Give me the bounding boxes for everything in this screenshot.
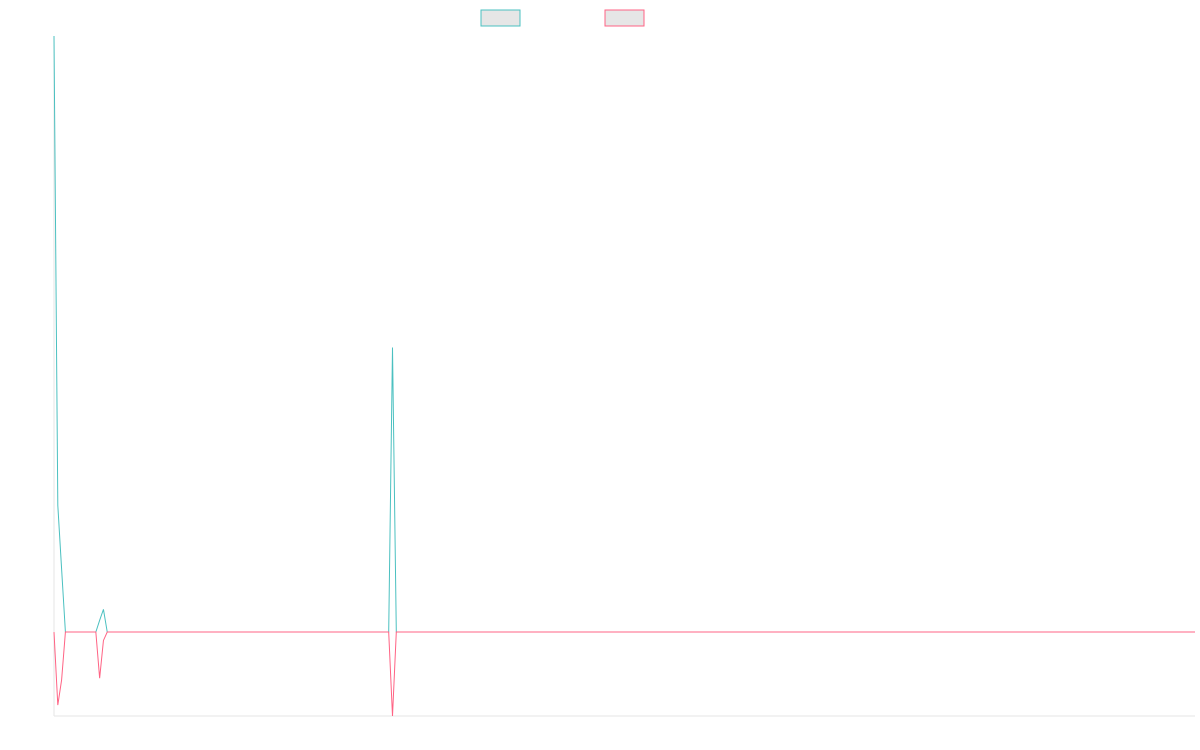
line-series [53, 631, 1195, 717]
legend-swatch [480, 9, 521, 27]
legend-swatch [604, 9, 645, 27]
line-series [53, 35, 1195, 633]
